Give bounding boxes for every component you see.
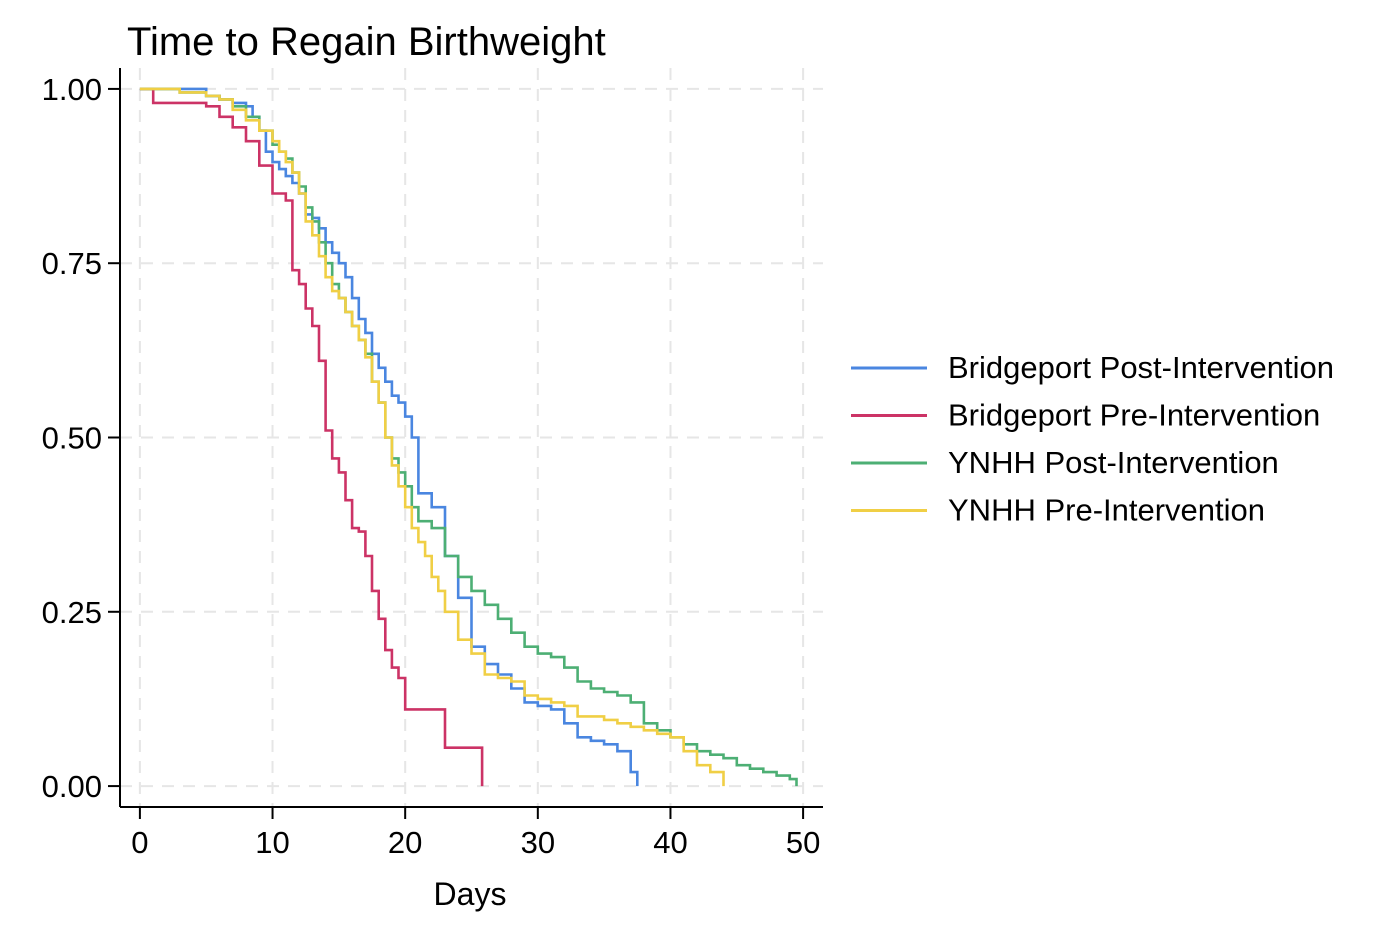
series-line-4 [139, 87, 725, 787]
x-tick-label: 50 [786, 825, 820, 860]
x-axis-ticks: 0 10 20 30 40 50 [131, 807, 820, 860]
x-tick-label: 40 [653, 825, 687, 860]
series-line-1 [139, 87, 639, 787]
x-tick-label: 0 [131, 825, 148, 860]
legend-label-3: YNHH Post-Intervention [948, 445, 1279, 480]
x-tick-label: 10 [255, 825, 289, 860]
legend-label-2: Bridgeport Pre-Intervention [948, 398, 1320, 433]
legend-label-4: YNHH Pre-Intervention [948, 493, 1265, 528]
y-tick-label: 1.00 [42, 72, 102, 107]
y-tick-label: 0.50 [42, 421, 102, 456]
y-tick-label: 0.75 [42, 246, 102, 281]
y-axis-ticks: 0.00 0.25 0.50 0.75 1.00 [42, 72, 120, 804]
series-lines [139, 87, 798, 787]
chart-title: Time to Regain Birthweight [127, 20, 606, 64]
legend: Bridgeport Post-Intervention Bridgeport P… [851, 350, 1334, 528]
y-tick-label: 0.00 [42, 769, 102, 804]
x-tick-label: 20 [388, 825, 422, 860]
series-line-2 [139, 87, 484, 787]
legend-label-1: Bridgeport Post-Intervention [948, 350, 1334, 385]
y-tick-label: 0.25 [42, 595, 102, 630]
x-axis-label: Days [434, 876, 507, 912]
x-tick-label: 30 [521, 825, 555, 860]
gridlines [120, 68, 823, 807]
